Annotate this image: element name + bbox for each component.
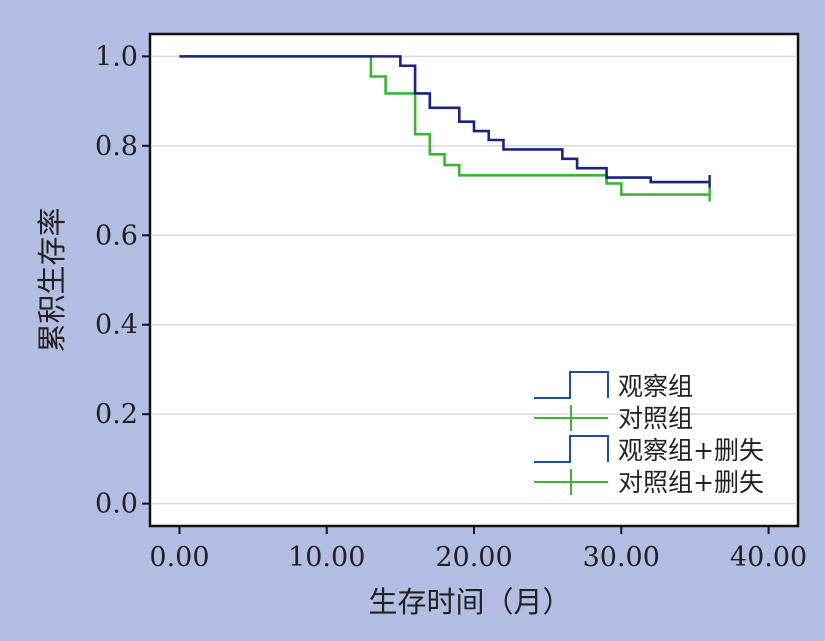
- legend-label: 观察组+删失: [618, 436, 764, 465]
- legend-swatch-step: [534, 371, 609, 399]
- y-tick-label: 1.0: [95, 41, 138, 72]
- series-line-观察组: [179, 55, 710, 184]
- x-tick-label: 20.00: [435, 542, 512, 573]
- series-line-对照组: [179, 55, 710, 196]
- legend-label: 对照组+删失: [618, 468, 764, 497]
- series-lines: [179, 55, 711, 202]
- plot-area: [148, 32, 800, 528]
- x-tick-label: 10.00: [288, 542, 365, 573]
- y-axis-title: 累积生存率: [35, 207, 69, 352]
- y-tick-label: 0.0: [95, 489, 138, 520]
- y-tick-label: 0.8: [95, 131, 138, 162]
- y-tick-label: 0.4: [95, 310, 138, 341]
- axes: 0.0 0.2 0.4 0.6 0.8 1.0 0.00 10.00 20.00 30.00 40.…: [95, 41, 807, 573]
- x-axis-title: 生存时间（月）: [368, 585, 571, 619]
- legend-label: 对照组: [618, 404, 693, 433]
- legend-swatch-step: [534, 435, 609, 463]
- grid-lines: [151, 55, 797, 505]
- x-tick-label: 0.00: [149, 542, 209, 573]
- y-tick-label: 0.2: [95, 399, 138, 430]
- x-tick-label: 40.00: [730, 542, 807, 573]
- y-tick-label: 0.6: [95, 220, 138, 251]
- x-tick-label: 30.00: [583, 542, 660, 573]
- legend-label: 观察组: [618, 372, 693, 401]
